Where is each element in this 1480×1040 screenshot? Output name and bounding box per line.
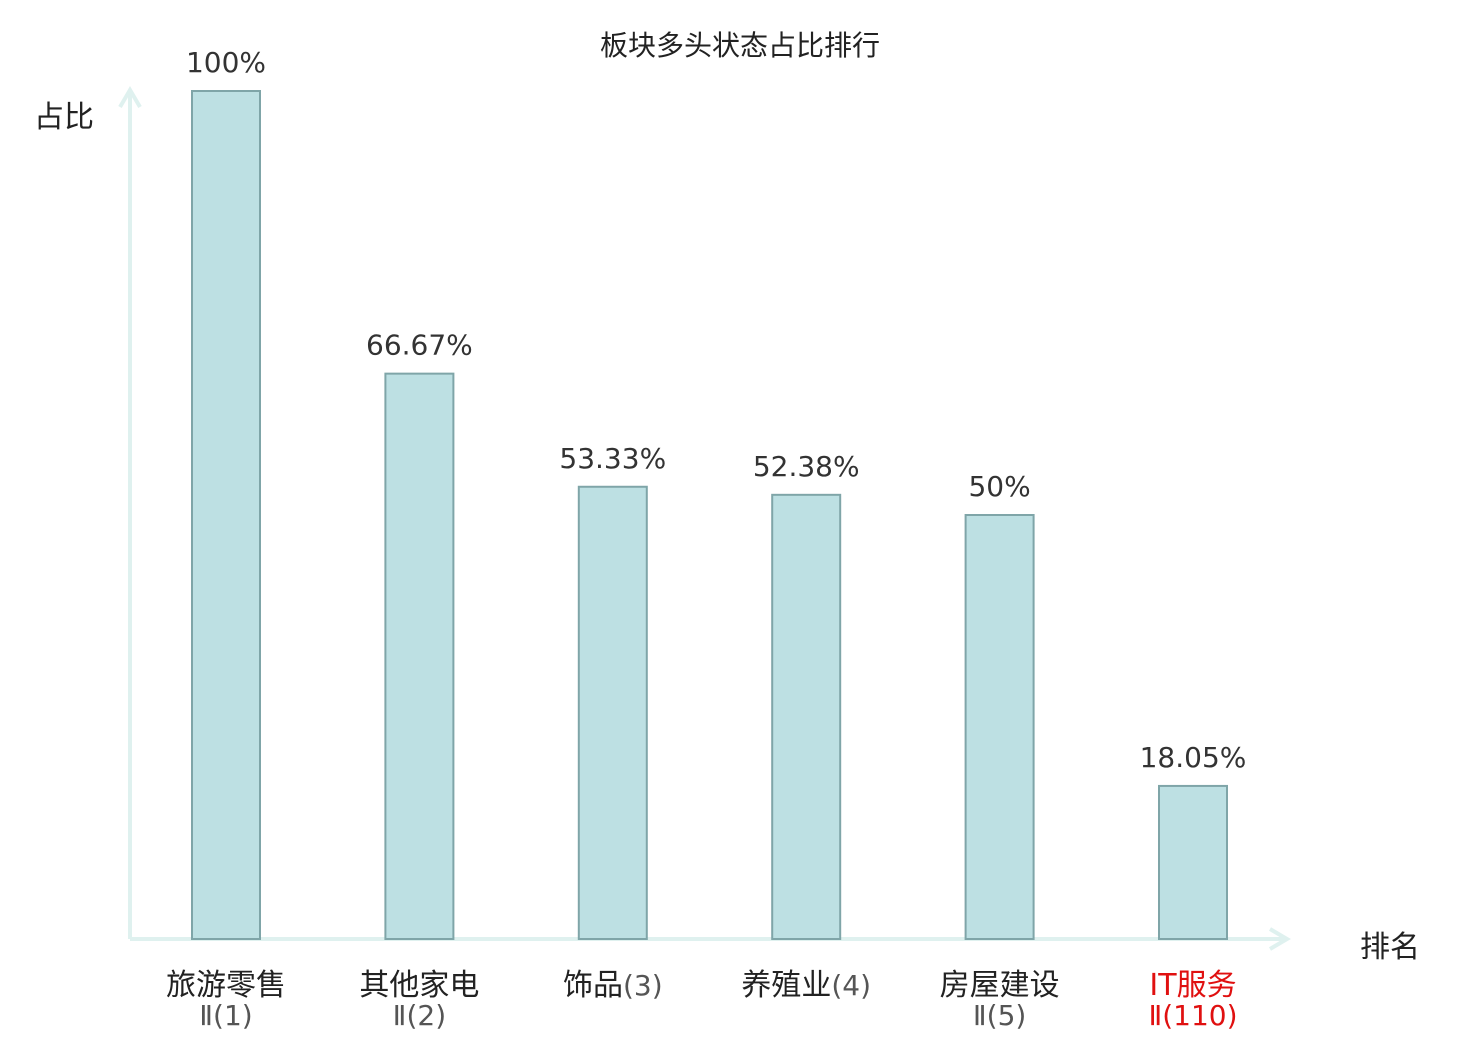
x-tick-rank: Ⅱ(2): [393, 999, 446, 1032]
bar: [964, 514, 1035, 940]
x-tick-label: 饰品(3): [563, 968, 663, 1003]
x-axis-arrow-icon: [1268, 927, 1291, 951]
x-tick-label: 其他家电: [359, 968, 479, 1003]
x-tick-rank: Ⅱ(1): [199, 999, 252, 1032]
y-axis-label: 占比: [34, 100, 94, 135]
bar: [191, 90, 261, 940]
data-label: 66.67%: [366, 329, 473, 362]
data-label: 18.05%: [1140, 741, 1247, 774]
x-tick-label: IT服务: [1149, 968, 1236, 1003]
bar: [1158, 784, 1228, 940]
x-tick-label: 养殖业(4): [741, 968, 871, 1003]
chart-title: 板块多头状态占比排行: [599, 29, 880, 62]
bar: [577, 485, 648, 940]
data-label: 53.33%: [559, 442, 666, 475]
data-label: 100%: [186, 46, 266, 79]
x-tick-rank: Ⅱ(5): [973, 999, 1026, 1032]
x-tick-rank: Ⅱ(110): [1148, 999, 1237, 1032]
data-label: 52.38%: [753, 450, 860, 483]
y-axis-arrow-icon: [118, 86, 142, 109]
bar: [384, 372, 455, 940]
bar: [771, 493, 842, 940]
data-label: 50%: [968, 470, 1030, 503]
x-tick-label: 旅游零售: [166, 968, 286, 1003]
x-axis-label: 排名: [1360, 930, 1420, 965]
x-tick-label: 房屋建设: [940, 968, 1060, 1003]
